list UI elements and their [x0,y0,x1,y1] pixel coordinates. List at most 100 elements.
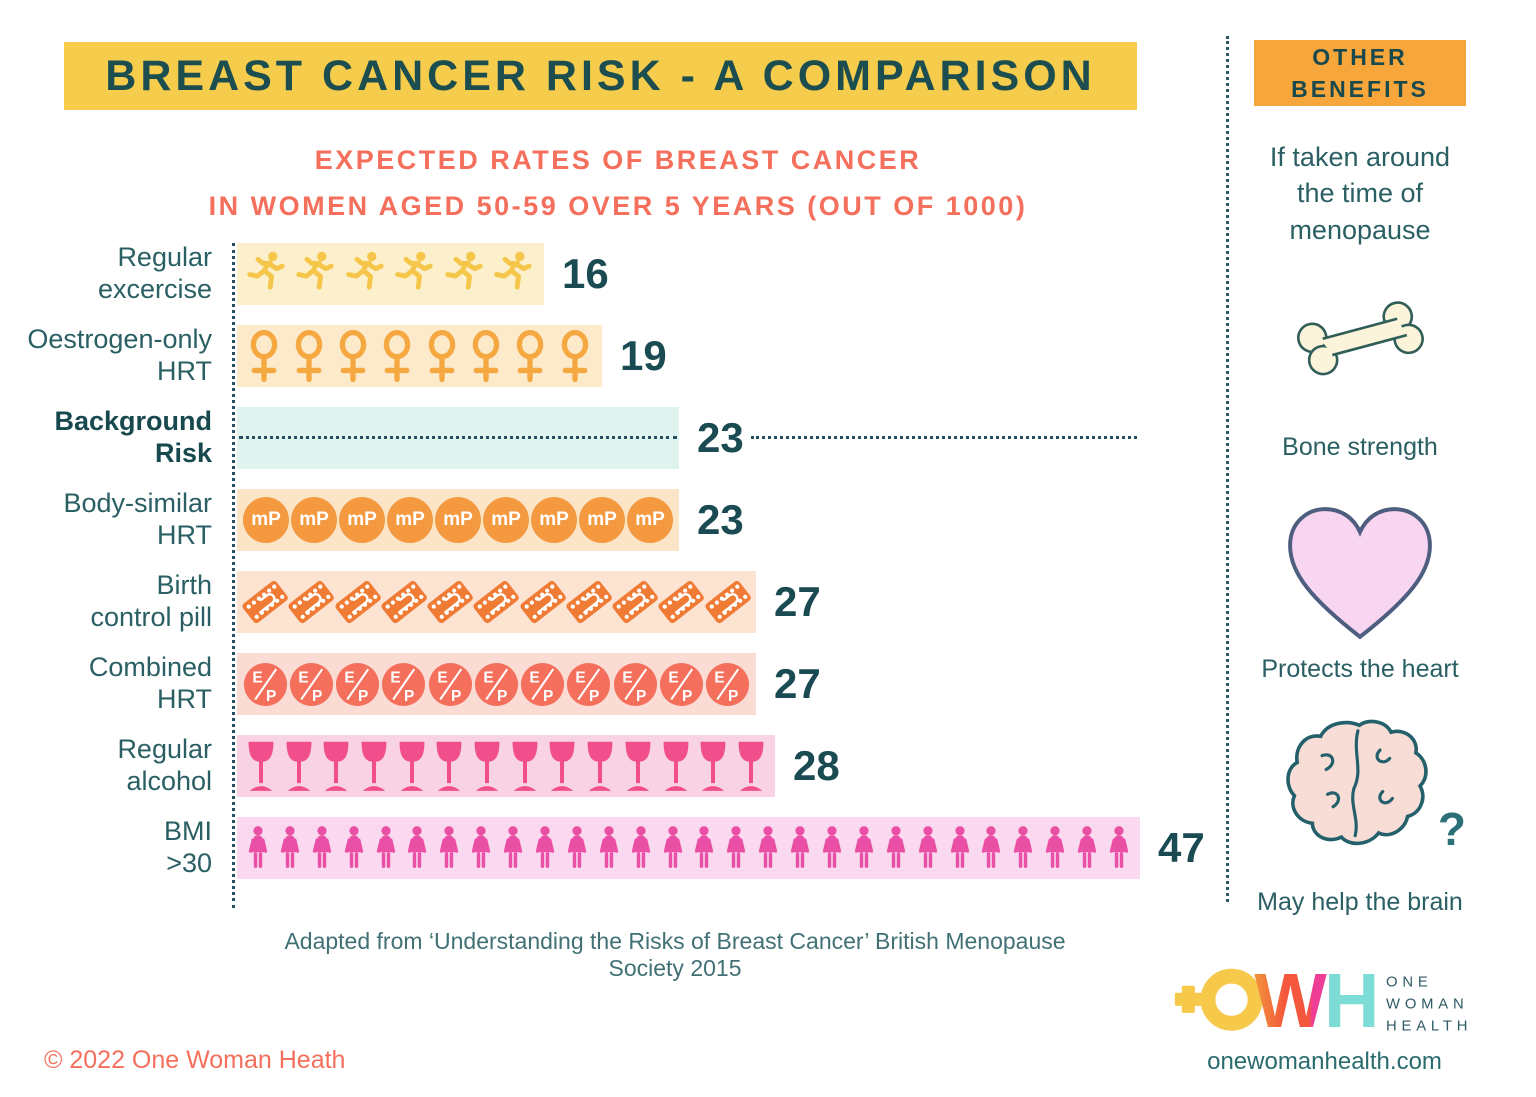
woman-figure-icon [472,826,491,868]
runner-icon [445,251,483,290]
svg-text:E: E [530,669,540,686]
chart-subtitle-line-2: IN WOMEN AGED 50-59 OVER 5 YEARS (OUT OF… [208,190,1028,221]
pill-pack-icon [658,580,705,624]
pill-pack-icon [705,580,751,624]
runner-icon [395,251,433,290]
wine-glass-icon [436,741,462,791]
chart-axis-line [232,243,235,908]
logo-o-ring [1200,968,1263,1031]
website-link[interactable]: onewomanhealth.com [1207,1048,1442,1075]
row-value: 28 [793,742,840,789]
other-benefits-title: OTHER BENEFITS [1291,43,1429,102]
runner-icon [346,251,384,290]
pill-pack-icon [520,580,566,624]
mp-pill-icon: mP [531,497,577,543]
ep-pill-icon: E P [382,662,426,706]
woman-figure-icon [1046,826,1065,868]
row-label: Combined HRT [88,652,212,714]
svg-text:P: P [543,687,553,704]
row-bar [237,407,679,469]
woman-figure-icon [503,826,523,868]
ep-pill-icon: E P [289,662,333,706]
svg-text:P: P [636,687,646,704]
svg-text:E: E [252,669,262,686]
chart-row-oestrogen-only-hrt: Oestrogen-only HRT [0,324,1250,387]
row-label: Regular excercise [97,242,212,304]
wine-glass-icon [550,741,575,791]
source-note: Adapted from ‘Understanding the Risks of… [284,928,1066,981]
svg-text:P: P [404,687,414,704]
other-benefits-subtitle: If taken around the time of menopause [1269,142,1451,245]
wine-glass-icon [587,741,613,791]
woman-figure-icon [918,826,937,868]
wine-glass-icon [248,741,274,791]
bone-icon [1297,301,1424,376]
row-bar [237,817,1140,879]
ep-pill-icon: E P [336,662,380,706]
runner-icon [494,251,532,290]
pill-pack-icon [473,580,520,624]
female-symbol-icon [472,329,500,382]
woman-figure-icon [1109,826,1129,868]
wine-glass-icon [286,741,311,791]
row-value: 19 [620,332,667,379]
ep-pill-icon: E P [428,662,472,706]
pictogram-bar-chart: Regular excercise [0,242,1250,899]
svg-text:P: P [266,687,276,704]
woman-figure-icon [376,826,395,868]
woman-figure-icon [344,826,363,868]
woman-figure-icon [631,826,650,868]
mp-pill-icon: mP [387,497,433,543]
wine-glass-icon [700,741,726,791]
svg-text:E: E [437,669,447,686]
mp-pill-icon: mP [291,497,337,543]
benefit-may-help-the-brain: ? May help the brain [1254,717,1466,917]
page-title: BREAST CANCER RISK - A COMPARISON [105,51,1096,100]
benefit-label: Protects the heart [1261,655,1459,684]
woman-figure-icon [408,826,427,868]
woman-figure-icon [950,826,969,868]
background-risk-trail-line [751,436,1137,439]
woman-figure-icon [982,826,1001,868]
woman-figure-icon [1014,826,1033,868]
woman-figure-icon [567,826,586,868]
row-bar [237,571,756,633]
pill-pack-icon [288,580,335,624]
chart-subtitle-line-1: EXPECTED RATES OF BREAST CANCER [314,145,922,175]
row-bar: mP mP mP mP mP mP mP mP mP [237,489,679,551]
woman-figure-icon [759,826,778,868]
chart-row-background-risk: Background Risk 23 [0,406,1250,469]
svg-text:E: E [668,669,678,686]
woman-figure-icon [727,826,746,868]
owh-logo: W H ONE WOMAN HEALTH [1152,950,1497,1046]
woman-figure-icon [886,826,905,868]
pill-pack-icon [242,580,288,624]
logo-wordmark: ONE WOMAN HEALTH [1386,975,1467,1035]
row-value: 47 [1158,824,1205,871]
runner-icon [247,251,285,290]
female-symbol-icon [428,329,455,382]
chart-row-birth-controlpill: Birth control pill [0,570,1250,633]
svg-text:E: E [391,669,401,686]
mp-pill-icon: mP [483,497,529,543]
benefit-protects-the-heart: Protects the heart [1254,502,1466,684]
svg-text:ONE: ONE [1386,975,1433,991]
wine-glass-icon [361,741,387,791]
logo-letter-w: W [1254,958,1327,1044]
row-label: Oestrogen-only HRT [27,324,212,386]
svg-text:P: P [451,687,461,704]
svg-text:E: E [345,669,355,686]
pill-pack-icon [566,580,612,624]
other-benefits-panel: OTHER BENEFITS If taken around the time … [1254,40,1466,917]
ep-pill-icon: E P [243,662,287,706]
woman-figure-icon [248,826,268,868]
svg-text:E: E [298,669,308,686]
wine-glass-icon [399,741,425,791]
chart-row-bmi-30: BMI >30 [0,816,1250,879]
ep-pill-icon: E P [567,662,611,706]
ep-pill-icon: E P [706,662,750,706]
chart-subtitle: EXPECTED RATES OF BREAST CANCER IN WOMEN… [168,138,1068,230]
svg-text:P: P [589,687,599,704]
female-symbol-icon [295,329,322,382]
